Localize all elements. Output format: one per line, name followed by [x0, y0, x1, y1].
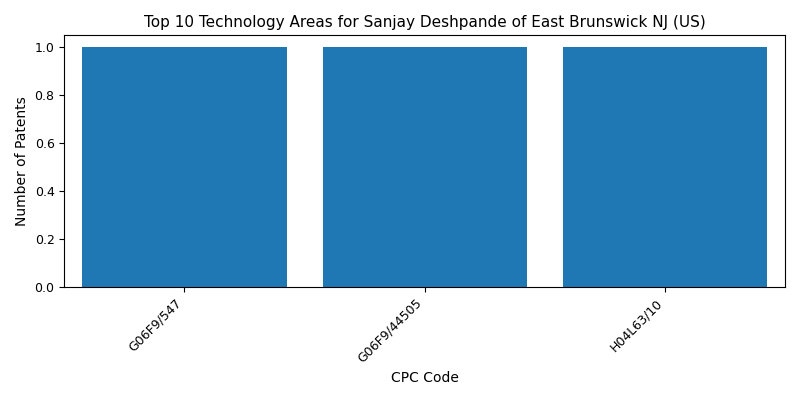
Bar: [562, 47, 767, 287]
Bar: [82, 47, 286, 287]
Y-axis label: Number of Patents: Number of Patents: [15, 96, 29, 226]
X-axis label: CPC Code: CPC Code: [390, 371, 458, 385]
Title: Top 10 Technology Areas for Sanjay Deshpande of East Brunswick NJ (US): Top 10 Technology Areas for Sanjay Deshp…: [144, 15, 706, 30]
Bar: [322, 47, 526, 287]
